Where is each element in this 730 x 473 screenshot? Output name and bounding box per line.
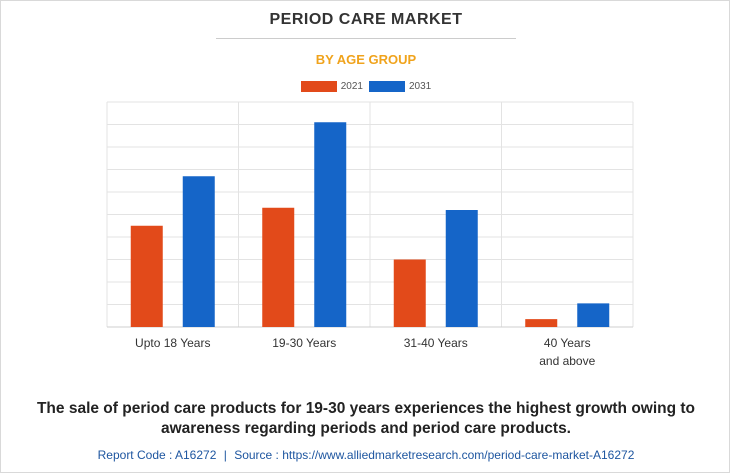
bar-2021 [130, 225, 163, 327]
x-tick-label: Upto 18 Years [135, 336, 210, 350]
x-tick-label: 31-40 Years [404, 336, 468, 350]
bar-2031 [577, 303, 610, 327]
legend-swatch-2031 [369, 81, 405, 92]
legend-swatch-2021 [300, 81, 337, 92]
legend-label-2031: 2031 [409, 81, 432, 92]
legend-label-2021: 2021 [340, 81, 363, 92]
legend-item-2021: 2021 [300, 81, 363, 92]
report-footer: Report Code : A16272 | Source : https://… [1, 448, 730, 462]
bar-2031 [314, 122, 347, 327]
footer-separator: | [223, 448, 227, 462]
legend-item-2031: 2031 [369, 81, 431, 92]
title-divider [216, 38, 516, 39]
chart-caption: The sale of period care products for 19-… [36, 400, 696, 437]
x-tick-label: 40 Years and above [539, 336, 595, 368]
bar-chart: Upto 18 Years 19-30 Years 31-40 Years 40 Ye… [106, 101, 634, 368]
x-tick-label: 19-30 Years [272, 336, 336, 350]
chart-title: PERIOD CARE MARKET [269, 11, 463, 28]
report-code: Report Code : A16272 [97, 448, 217, 462]
chart-subtitle: BY AGE GROUP [315, 52, 417, 67]
bar-2031 [182, 176, 215, 327]
bar-2021 [262, 207, 295, 327]
bar-2031 [445, 210, 478, 327]
chart-legend: 2021 2031 [1, 81, 730, 92]
bar-2021 [393, 259, 426, 327]
bar-2021 [525, 319, 558, 327]
report-source: Source : https://www.alliedmarketresearc… [234, 448, 635, 462]
